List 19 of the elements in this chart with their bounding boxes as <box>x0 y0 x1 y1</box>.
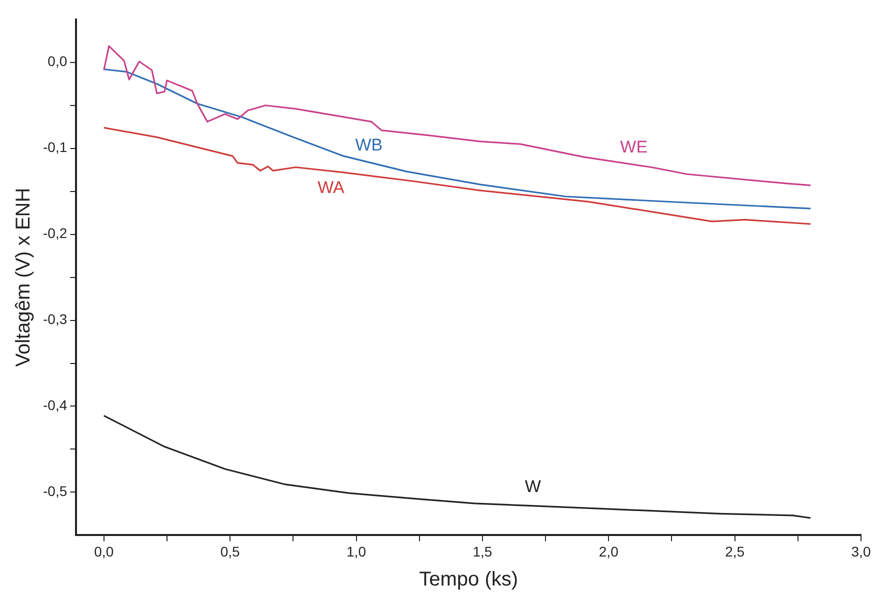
y-tick-label: 0,0 <box>48 53 68 70</box>
x-axis-title: Tempo (ks) <box>419 568 518 591</box>
series-label: WE <box>620 138 648 157</box>
series-label: WA <box>318 178 346 198</box>
series-label: W <box>524 476 541 496</box>
x-tick-label: 0,0 <box>94 543 114 560</box>
x-tick-label: 1,0 <box>346 543 366 560</box>
x-tick-label: 1,5 <box>472 543 492 560</box>
y-tick-label: -0,5 <box>43 483 68 500</box>
x-tick-label: 0,5 <box>220 543 240 560</box>
series-label: WB <box>355 135 383 154</box>
x-tick-label: 2,0 <box>598 543 619 560</box>
y-tick-label: -0,2 <box>43 225 68 242</box>
x-tick-label: 2,5 <box>725 543 745 560</box>
x-tick-label: 3,0 <box>851 543 871 560</box>
y-tick-label: -0,3 <box>43 311 68 328</box>
y-axis-title: Voltagêm (V) x ENH <box>12 188 35 367</box>
y-tick-label: -0,4 <box>43 397 68 414</box>
y-tick-label: -0,1 <box>43 139 68 156</box>
